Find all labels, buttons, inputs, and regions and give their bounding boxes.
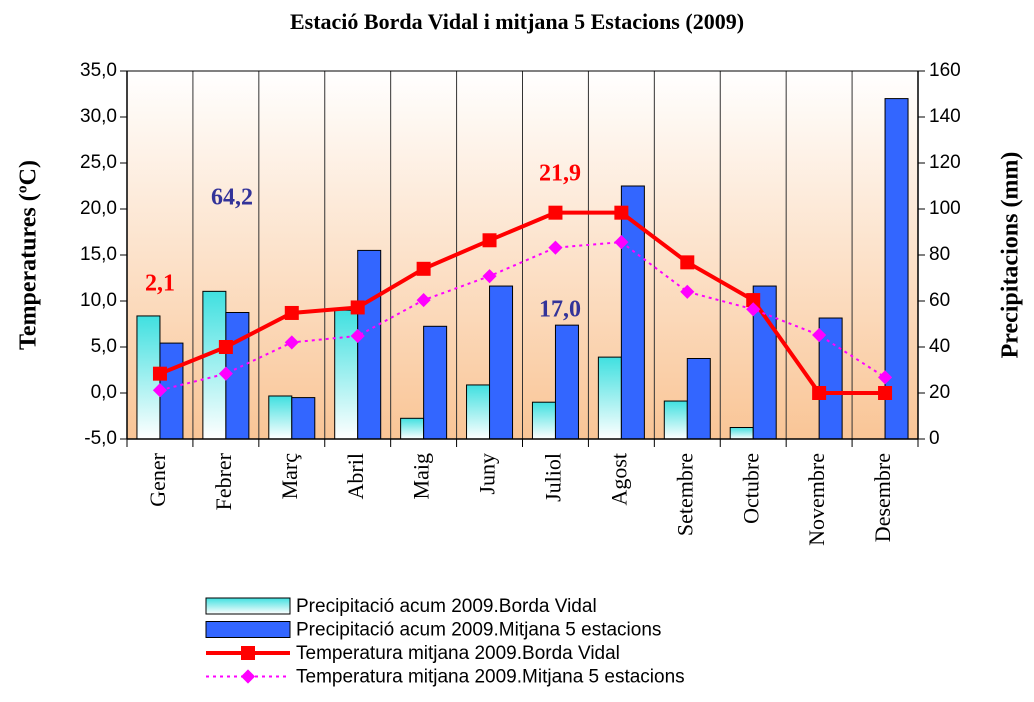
marker bbox=[548, 240, 563, 255]
x-tick-label: Gener bbox=[145, 452, 170, 506]
line-series bbox=[159, 210, 886, 395]
marker bbox=[877, 370, 893, 385]
chart-title: Estació Borda Vidal i mitjana 5 Estacion… bbox=[290, 9, 744, 34]
bar bbox=[489, 285, 514, 440]
y2-axis-title: Precipitacions (mm) bbox=[998, 152, 1024, 359]
bar bbox=[202, 290, 227, 440]
annotation: 64,2 bbox=[211, 185, 253, 211]
x-tick-label: Juny bbox=[475, 453, 500, 495]
bar bbox=[686, 358, 711, 440]
x-tick-label: Desembre bbox=[870, 453, 895, 542]
marker bbox=[416, 293, 431, 308]
marker bbox=[482, 269, 497, 284]
y2-tick-label: 140 bbox=[929, 106, 961, 127]
legend-label: Temperatura mitjana 2009.Mitjana 5 estac… bbox=[296, 667, 685, 688]
legend-marker bbox=[240, 669, 256, 684]
y-tick-label: 35,0 bbox=[80, 60, 117, 81]
annotation: 2,1 bbox=[145, 271, 175, 297]
bar bbox=[597, 356, 622, 440]
y2-tick-label: 0 bbox=[929, 428, 940, 449]
x-tick-label: Febrer bbox=[211, 452, 236, 510]
x-tick-label: Abril bbox=[343, 453, 368, 499]
x-tick-label: Maig bbox=[409, 453, 434, 499]
y2-tick-label: 60 bbox=[929, 290, 950, 311]
y2-tick-label: 20 bbox=[929, 382, 950, 403]
marker bbox=[218, 340, 233, 354]
marker bbox=[680, 255, 695, 270]
legend-label: Precipitació acum 2009.Borda Vidal bbox=[296, 596, 597, 617]
marker bbox=[746, 302, 761, 317]
legend-label: Temperatura mitjana 2009.Borda Vidal bbox=[296, 643, 620, 664]
marker bbox=[284, 305, 299, 320]
bar bbox=[729, 427, 754, 440]
legend-marker bbox=[241, 646, 255, 660]
y-axis-title: Temperatures (ºC) bbox=[16, 160, 42, 350]
marker bbox=[614, 235, 629, 250]
legend-swatch bbox=[205, 621, 291, 638]
y-tick-label: 30,0 bbox=[80, 106, 117, 127]
y2-tick-label: 120 bbox=[929, 152, 961, 173]
y2-tick-label: 40 bbox=[929, 336, 950, 357]
marker bbox=[548, 205, 563, 220]
x-tick-label: Juliol bbox=[541, 453, 566, 502]
y-tick-label: 15,0 bbox=[80, 244, 117, 265]
x-tick-label: Març bbox=[277, 453, 302, 500]
annotation: 17,0 bbox=[539, 297, 581, 323]
marker bbox=[152, 383, 168, 398]
marker bbox=[482, 233, 497, 248]
bar bbox=[554, 324, 579, 440]
bar bbox=[334, 309, 359, 440]
bar bbox=[357, 249, 382, 440]
x-tick-label: Octubre bbox=[738, 453, 763, 524]
y-tick-label: 10,0 bbox=[80, 290, 117, 311]
y-tick-label: 20,0 bbox=[80, 198, 117, 219]
y-tick-label: 5,0 bbox=[91, 336, 117, 357]
bar bbox=[663, 400, 688, 440]
line-series bbox=[159, 241, 886, 392]
bar bbox=[423, 325, 448, 440]
marker bbox=[218, 366, 233, 381]
y2-tick-label: 160 bbox=[929, 60, 961, 81]
legend-swatch bbox=[205, 597, 291, 615]
marker bbox=[350, 328, 365, 344]
marker bbox=[812, 386, 827, 400]
bar bbox=[620, 185, 645, 440]
marker bbox=[680, 284, 695, 299]
marker bbox=[350, 300, 365, 315]
y2-tick-label: 100 bbox=[929, 198, 961, 219]
y-tick-label: 25,0 bbox=[80, 152, 117, 173]
bar bbox=[400, 417, 425, 440]
marker bbox=[416, 261, 431, 276]
bar bbox=[466, 384, 491, 440]
marker bbox=[152, 366, 167, 381]
y2-tick-label: 80 bbox=[929, 244, 950, 265]
x-tick-label: Setembre bbox=[672, 453, 697, 536]
x-tick-label: Agost bbox=[606, 453, 631, 506]
bar bbox=[268, 395, 293, 440]
y-tick-label: -5,0 bbox=[84, 428, 117, 449]
y-tick-label: 0,0 bbox=[91, 382, 117, 403]
bar bbox=[531, 401, 556, 440]
marker bbox=[614, 205, 629, 220]
x-tick-label: Novembre bbox=[804, 453, 829, 546]
marker bbox=[878, 386, 893, 400]
marker bbox=[746, 293, 761, 308]
marker bbox=[812, 327, 827, 343]
legend-label: Precipitació acum 2009.Mitjana 5 estacio… bbox=[296, 620, 661, 641]
annotation: 21,9 bbox=[539, 161, 581, 187]
marker bbox=[284, 335, 299, 350]
bar bbox=[291, 397, 316, 440]
